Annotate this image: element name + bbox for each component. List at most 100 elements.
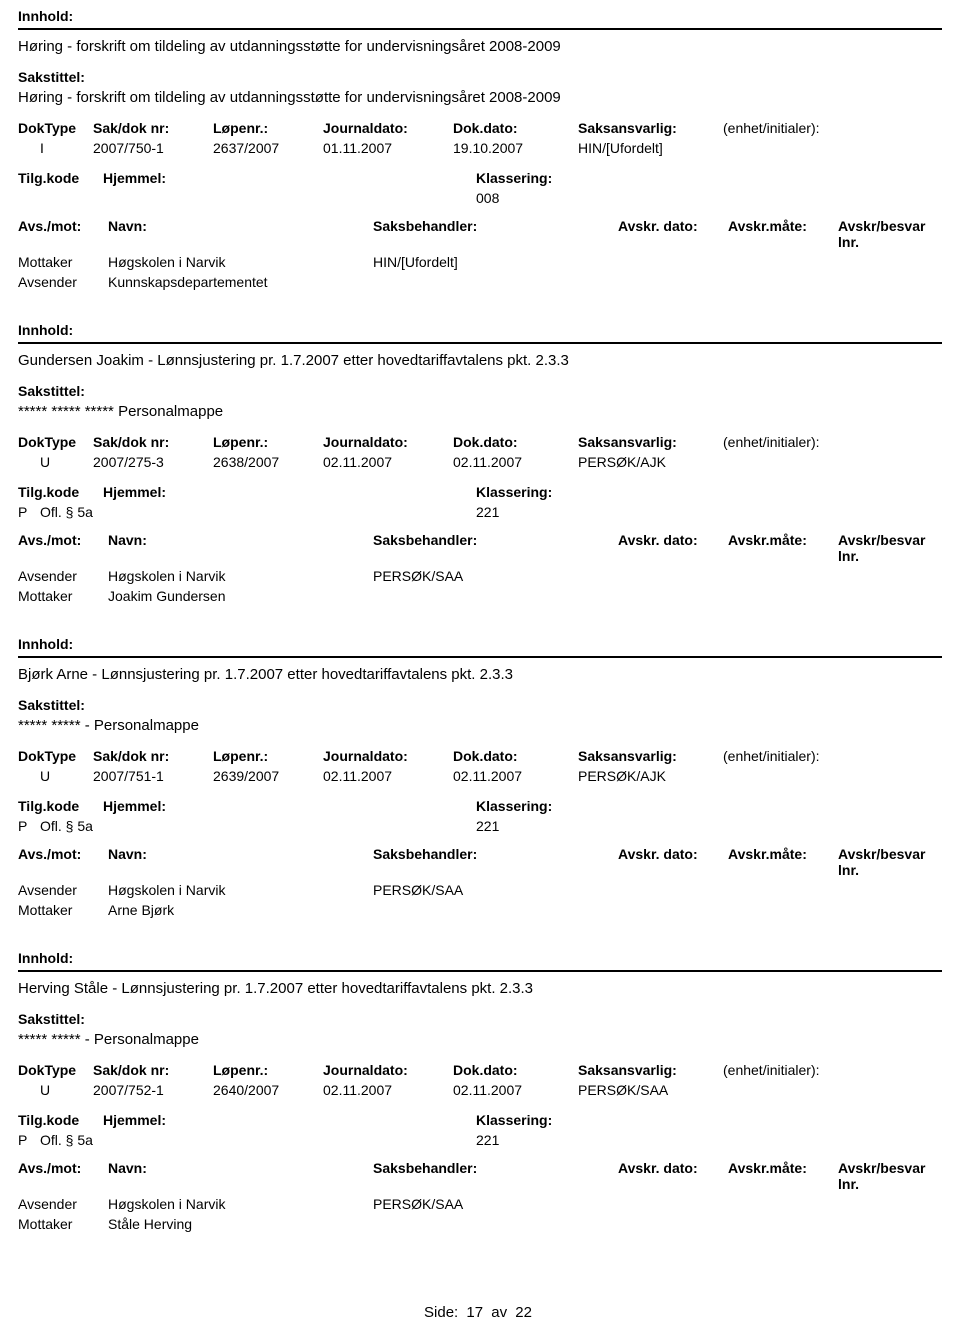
doktype-value: U	[18, 454, 93, 470]
tilg-value-row: P Ofl. § 5a 221	[18, 1132, 942, 1148]
party-saksbehandler: HIN/[Ufordelt]	[373, 254, 618, 270]
party-name: Arne Bjørk	[108, 902, 373, 918]
saksbehandler-header: Saksbehandler:	[373, 532, 618, 564]
tilg-value-row: P Ofl. § 5a 221	[18, 504, 942, 520]
party-row: Avsender Kunnskapsdepartementet	[18, 274, 942, 290]
party-row: Mottaker Arne Bjørk	[18, 902, 942, 918]
sakstittel-label: Sakstittel:	[18, 69, 942, 85]
sakstittel-value: ***** ***** - Personalmappe	[18, 1031, 942, 1048]
sakdok-value: 2007/752-1	[93, 1082, 213, 1098]
dokdato-value: 19.10.2007	[453, 140, 578, 156]
page-footer: Side: 17 av 22	[18, 1304, 942, 1321]
party-name: Høgskolen i Narvik	[108, 882, 373, 898]
sakdok-value: 2007/751-1	[93, 768, 213, 784]
party-saksbehandler	[373, 274, 618, 290]
saksansvarlig-value: PERSØK/AJK	[578, 454, 723, 470]
party-role: Avsender	[18, 274, 108, 290]
footer-av-label: av	[491, 1304, 507, 1321]
sakstittel-value: ***** ***** ***** Personalmappe	[18, 403, 942, 420]
journaldato-header: Journaldato:	[323, 1062, 453, 1078]
journaldato-header: Journaldato:	[323, 748, 453, 764]
party-role: Avsender	[18, 1196, 108, 1212]
saksansvarlig-value: HIN/[Ufordelt]	[578, 140, 723, 156]
klassering-value: 008	[313, 190, 513, 206]
meta-header-row: DokType Sak/dok nr: Løpenr.: Journaldato…	[18, 434, 942, 450]
hjemmel-value	[40, 190, 313, 206]
meta-value-row: U 2007/751-1 2639/2007 02.11.2007 02.11.…	[18, 768, 942, 784]
saksansvarlig-header: Saksansvarlig:	[578, 1062, 723, 1078]
tilg-value-row: 008	[18, 190, 942, 206]
party-role: Mottaker	[18, 254, 108, 270]
klassering-value: 221	[313, 1132, 513, 1148]
sakstittel-label: Sakstittel:	[18, 383, 942, 399]
hjemmel-value: Ofl. § 5a	[40, 818, 313, 834]
party-role: Avsender	[18, 568, 108, 584]
tilgkode-value: P	[18, 1132, 40, 1148]
avskrmate-header: Avskr.måte:	[728, 218, 838, 250]
doktype-value: U	[18, 768, 93, 784]
innhold-value: Gundersen Joakim - Lønnsjustering pr. 1.…	[18, 352, 942, 369]
innhold-value: Herving Ståle - Lønnsjustering pr. 1.7.2…	[18, 980, 942, 997]
sakdok-value: 2007/275-3	[93, 454, 213, 470]
party-role: Avsender	[18, 882, 108, 898]
lopenr-header: Løpenr.:	[213, 748, 323, 764]
tilg-header-row: Tilg.kode Hjemmel: Klassering:	[18, 1112, 942, 1128]
innhold-label: Innhold:	[18, 950, 942, 966]
saksansvarlig-value: PERSØK/AJK	[578, 768, 723, 784]
sakdok-header: Sak/dok nr:	[93, 1062, 213, 1078]
dokdato-value: 02.11.2007	[453, 1082, 578, 1098]
dokdato-value: 02.11.2007	[453, 768, 578, 784]
sakdok-value: 2007/750-1	[93, 140, 213, 156]
party-row: Avsender Høgskolen i Narvik PERSØK/SAA	[18, 1196, 942, 1212]
party-saksbehandler	[373, 588, 618, 604]
party-name: Høgskolen i Narvik	[108, 1196, 373, 1212]
tilg-header-row: Tilg.kode Hjemmel: Klassering:	[18, 170, 942, 186]
tilgkode-header: Tilg.kode	[18, 1112, 103, 1128]
avskrmate-header: Avskr.måte:	[728, 532, 838, 564]
party-saksbehandler	[373, 1216, 618, 1232]
sakdok-header: Sak/dok nr:	[93, 748, 213, 764]
divider	[18, 28, 942, 30]
journal-record: Innhold: Bjørk Arne - Lønnsjustering pr.…	[18, 636, 942, 940]
journaldato-value: 02.11.2007	[323, 768, 453, 784]
innhold-value: Høring - forskrift om tildeling av utdan…	[18, 38, 942, 55]
meta-header-row: DokType Sak/dok nr: Løpenr.: Journaldato…	[18, 120, 942, 136]
avsmot-header-row: Avs./mot: Navn: Saksbehandler: Avskr. da…	[18, 846, 942, 878]
klassering-header: Klassering:	[313, 170, 513, 186]
dokdato-header: Dok.dato:	[453, 1062, 578, 1078]
party-row: Avsender Høgskolen i Narvik PERSØK/SAA	[18, 882, 942, 898]
tilg-value-row: P Ofl. § 5a 221	[18, 818, 942, 834]
avsmot-header-row: Avs./mot: Navn: Saksbehandler: Avskr. da…	[18, 218, 942, 250]
sakdok-header: Sak/dok nr:	[93, 434, 213, 450]
lopenr-header: Løpenr.:	[213, 434, 323, 450]
avsmot-header: Avs./mot:	[18, 532, 108, 564]
hjemmel-value: Ofl. § 5a	[40, 1132, 313, 1148]
avskrlnr-header: Avskr/besvar lnr.	[838, 532, 942, 564]
enhet-header: (enhet/initialer):	[723, 434, 942, 450]
navn-header: Navn:	[108, 532, 373, 564]
innhold-label: Innhold:	[18, 636, 942, 652]
avsmot-header-row: Avs./mot: Navn: Saksbehandler: Avskr. da…	[18, 532, 942, 564]
journaldato-value: 02.11.2007	[323, 1082, 453, 1098]
avskrdato-header: Avskr. dato:	[618, 1160, 728, 1192]
avskrlnr-header: Avskr/besvar lnr.	[838, 846, 942, 878]
journal-record: Innhold: Høring - forskrift om tildeling…	[18, 8, 942, 312]
avsmot-header: Avs./mot:	[18, 1160, 108, 1192]
lopenr-header: Løpenr.:	[213, 1062, 323, 1078]
navn-header: Navn:	[108, 846, 373, 878]
innhold-value: Bjørk Arne - Lønnsjustering pr. 1.7.2007…	[18, 666, 942, 683]
klassering-header: Klassering:	[313, 798, 513, 814]
sakdok-header: Sak/dok nr:	[93, 120, 213, 136]
meta-value-row: U 2007/752-1 2640/2007 02.11.2007 02.11.…	[18, 1082, 942, 1098]
footer-side-label: Side:	[424, 1304, 458, 1321]
saksansvarlig-header: Saksansvarlig:	[578, 120, 723, 136]
navn-header: Navn:	[108, 1160, 373, 1192]
hjemmel-header: Hjemmel:	[103, 170, 313, 186]
lopenr-header: Løpenr.:	[213, 120, 323, 136]
doktype-value: I	[18, 140, 93, 156]
journaldato-header: Journaldato:	[323, 120, 453, 136]
avsmot-header-row: Avs./mot: Navn: Saksbehandler: Avskr. da…	[18, 1160, 942, 1192]
lopenr-value: 2638/2007	[213, 454, 323, 470]
avskrdato-header: Avskr. dato:	[618, 532, 728, 564]
hjemmel-header: Hjemmel:	[103, 484, 313, 500]
